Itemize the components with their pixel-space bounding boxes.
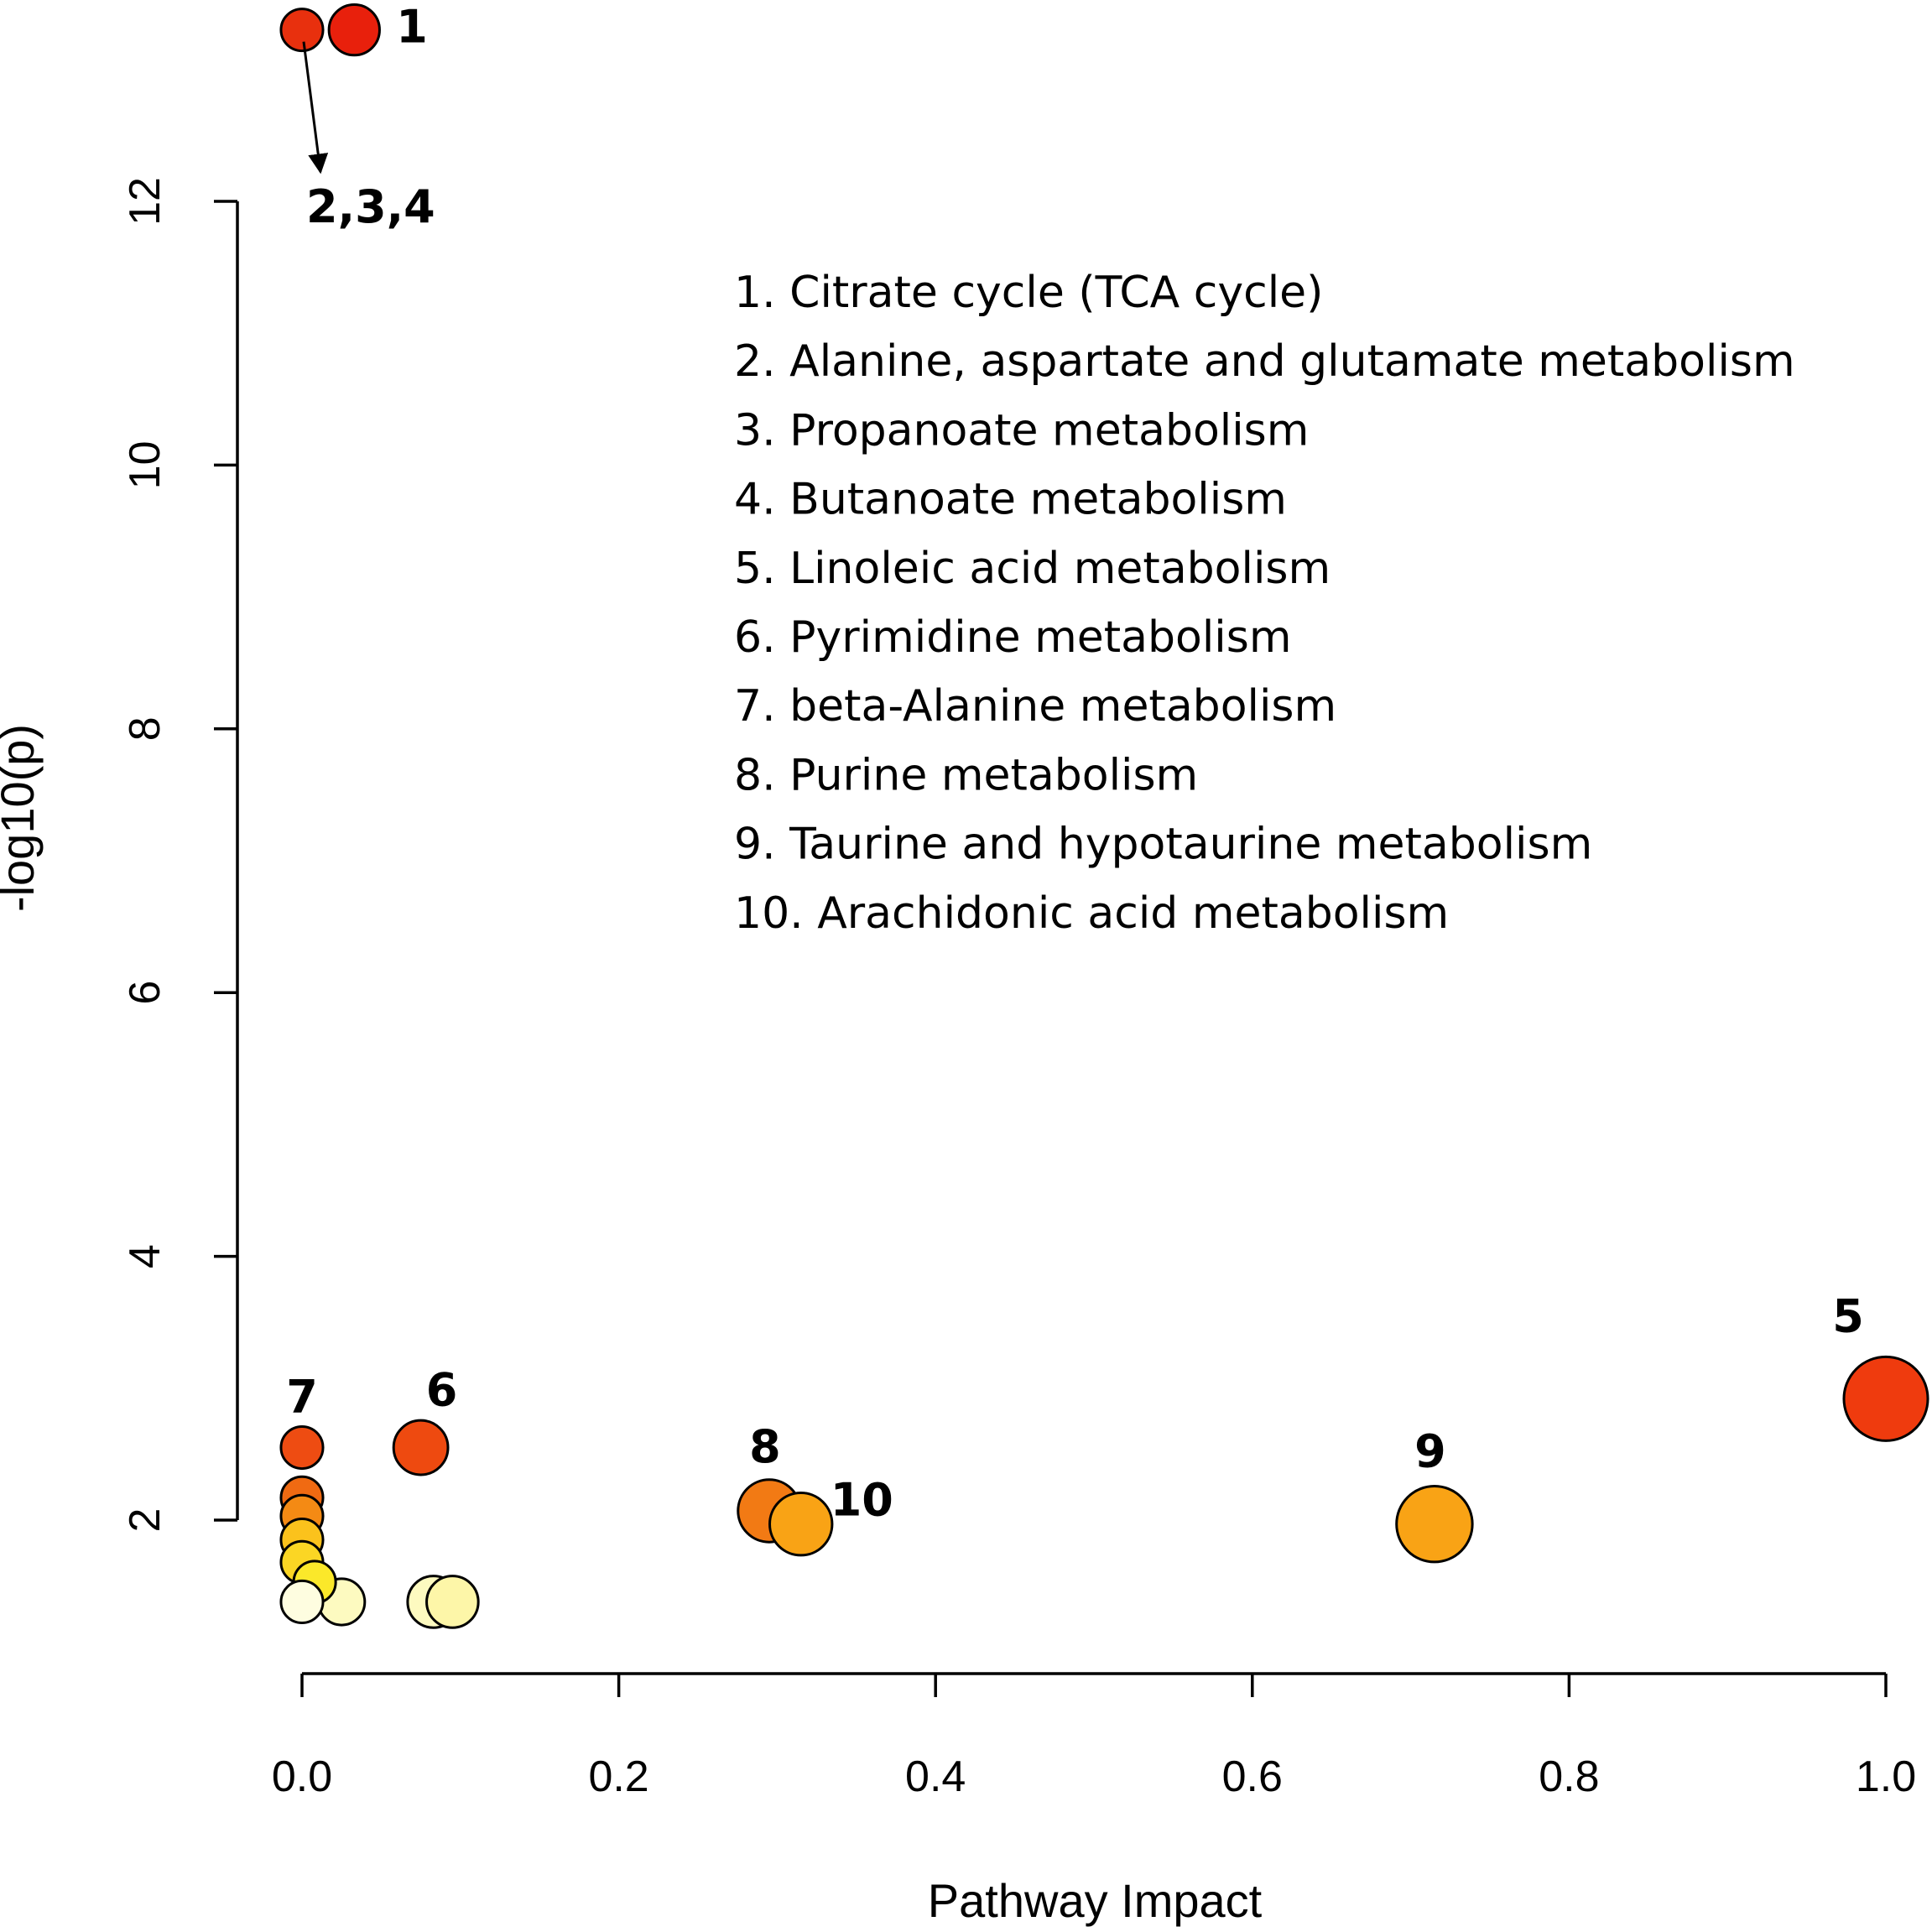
annotation-label: 6 <box>426 1364 458 1417</box>
data-point-7 <box>279 1425 325 1471</box>
data-point-1 <box>327 3 381 57</box>
x-tick-label: 0.8 <box>1539 1752 1599 1801</box>
x-axis-title: Pathway Impact <box>928 1874 1263 1927</box>
annotation-label: 5 <box>1832 1289 1864 1342</box>
annotation-label: 2,3,4 <box>306 180 435 233</box>
axes: 0.0 0.2 0.4 0.6 0.8 1.0 2 4 6 8 10 12 Pathway Impact… <box>0 177 1916 1927</box>
y-tick-label: 8 <box>121 716 169 741</box>
y-axis-title: -log10(p) <box>0 724 44 912</box>
y-tick-label: 10 <box>121 440 169 489</box>
data-point <box>279 1579 325 1625</box>
y-tick-label: 2 <box>121 1508 169 1533</box>
y-tick-label: 12 <box>121 177 169 226</box>
annotation-label: 8 <box>749 1420 781 1473</box>
annotation-label: 7 <box>286 1371 318 1424</box>
point-annotations: 1 2,3,4 5 6 7 8 9 10 <box>286 0 1864 1526</box>
legend-item: 6. Pyrimidine metabolism <box>734 612 1292 663</box>
legend-item: 10. Arachidonic acid metabolism <box>734 888 1449 939</box>
legend: 1. Citrate cycle (TCA cycle) 2. Alanine, … <box>734 268 1795 939</box>
data-point-9 <box>1395 1485 1474 1564</box>
legend-item: 5. Linoleic acid metabolism <box>734 544 1331 594</box>
data-point <box>425 1575 480 1629</box>
data-point-6 <box>392 1419 450 1476</box>
data-point-10 <box>768 1492 834 1557</box>
annotation-arrow <box>302 41 329 174</box>
legend-item: 2. Alanine, aspartate and glutamate meta… <box>734 336 1795 387</box>
annotation-label: 10 <box>831 1473 893 1526</box>
x-tick-label: 0.6 <box>1222 1752 1283 1801</box>
legend-item: 7. beta-Alanine metabolism <box>734 681 1336 732</box>
y-tick-label: 4 <box>121 1244 169 1268</box>
y-tick-label: 6 <box>121 981 169 1005</box>
x-tick-label: 0.4 <box>905 1752 966 1801</box>
x-tick-label: 0.0 <box>272 1752 332 1801</box>
annotation-label: 9 <box>1414 1425 1446 1478</box>
x-tick-label: 0.2 <box>588 1752 648 1801</box>
legend-item: 9. Taurine and hypotaurine metabolism <box>734 820 1592 870</box>
data-point-2-3-4 <box>279 8 325 53</box>
legend-item: 4. Butanoate metabolism <box>734 475 1287 525</box>
annotation-label: 1 <box>396 0 428 53</box>
legend-item: 1. Citrate cycle (TCA cycle) <box>734 268 1323 318</box>
data-point-5 <box>1842 1355 1929 1442</box>
data-points <box>279 3 1929 1629</box>
x-tick-label: 1.0 <box>1856 1752 1916 1801</box>
legend-item: 8. Purine metabolism <box>734 750 1198 800</box>
legend-item: 3. Propanoate metabolism <box>734 405 1309 456</box>
